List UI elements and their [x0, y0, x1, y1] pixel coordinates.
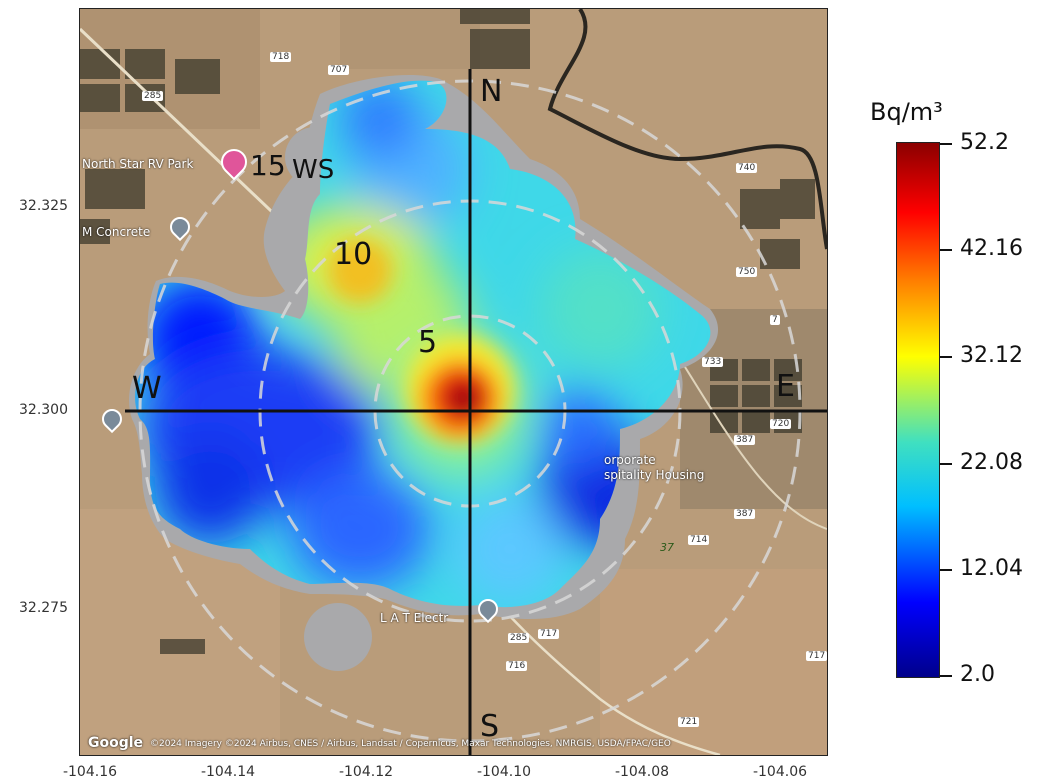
- river: [547, 9, 827, 250]
- road-shield: 721: [678, 717, 700, 727]
- farm-fields: [80, 9, 815, 654]
- map-panel[interactable]: N S E W 5 10 15 WS North Star RV Park M …: [79, 8, 828, 756]
- map-attribution[interactable]: ©2024 Imagery ©2024 Airbus, CNES / Airbu…: [150, 739, 671, 749]
- longitude-tick: -104.06: [752, 764, 808, 780]
- colorbar-tick-label: 42.16: [960, 236, 1023, 261]
- compass-east-label: E: [776, 369, 795, 404]
- colorbar-tick-label: 22.08: [960, 450, 1023, 475]
- colorbar-unit-label: Bq/m³: [870, 98, 943, 126]
- road-shield: 714: [688, 535, 710, 545]
- colorbar-tick-mark: [940, 675, 952, 677]
- road-highway: [80, 27, 292, 231]
- ring-label-5: 5: [418, 325, 438, 360]
- colorbar-tick-mark: [940, 249, 952, 251]
- colorbar-tick-label: 32.12: [960, 343, 1023, 368]
- longitude-tick: -104.08: [614, 764, 670, 780]
- road-shield: 718: [270, 52, 292, 62]
- place-label-housing-line1: orporate: [604, 453, 656, 467]
- ring-label-15: 15: [250, 149, 286, 182]
- map-canvas[interactable]: [80, 9, 827, 755]
- road-shield: 285: [508, 633, 530, 643]
- latitude-tick: 32.300: [19, 402, 68, 418]
- road-shield: 733: [702, 357, 724, 367]
- ring-label-10: 10: [334, 237, 373, 272]
- longitude-tick: -104.14: [200, 764, 256, 780]
- place-label-housing-line2: spitality Housing: [604, 468, 705, 482]
- place-label-concrete[interactable]: M Concrete: [82, 225, 151, 239]
- place-label-electric[interactable]: L A T Electr: [380, 611, 449, 625]
- longitude-tick: -104.10: [476, 764, 532, 780]
- place-label-rv-park[interactable]: North Star RV Park: [82, 157, 194, 171]
- compass-north-label: N: [480, 74, 503, 109]
- compass-south-label: S: [480, 709, 500, 744]
- road-shield: 387: [734, 509, 756, 519]
- road-shield: 707: [328, 65, 350, 75]
- colorbar: [896, 142, 940, 678]
- latitude-tick: 32.275: [19, 600, 68, 616]
- colorbar-tick-label: 12.04: [960, 556, 1023, 581]
- colorbar-tick-mark: [940, 463, 952, 465]
- weather-station-label: WS: [292, 155, 335, 185]
- longitude-tick: -104.12: [338, 764, 394, 780]
- google-logo: Google: [88, 735, 144, 751]
- road-shield: 750: [736, 267, 758, 277]
- road-shield: 717: [538, 629, 560, 639]
- road-shield: 716: [506, 661, 528, 671]
- colorbar-tick-mark: [940, 569, 952, 571]
- road-shield: 285: [142, 91, 164, 101]
- colorbar-tick-mark: [940, 143, 952, 145]
- colorbar-tick-label: 52.2: [960, 130, 1009, 155]
- road-shield: 717: [806, 651, 827, 661]
- road-shield: 7: [770, 315, 780, 325]
- compass-west-label: W: [132, 371, 162, 406]
- road-shield: 37: [660, 541, 674, 554]
- colorbar-tick-mark: [940, 356, 952, 358]
- road-shield: 720: [770, 419, 792, 429]
- latitude-tick: 32.325: [19, 198, 68, 214]
- road-east: [679, 358, 827, 530]
- colorbar-tick-label: 2.0: [960, 662, 995, 687]
- longitude-tick: -104.16: [62, 764, 118, 780]
- place-label-housing[interactable]: orporate spitality Housing: [604, 453, 704, 483]
- road-shield: 387: [734, 435, 756, 445]
- road-shield: 740: [736, 163, 758, 173]
